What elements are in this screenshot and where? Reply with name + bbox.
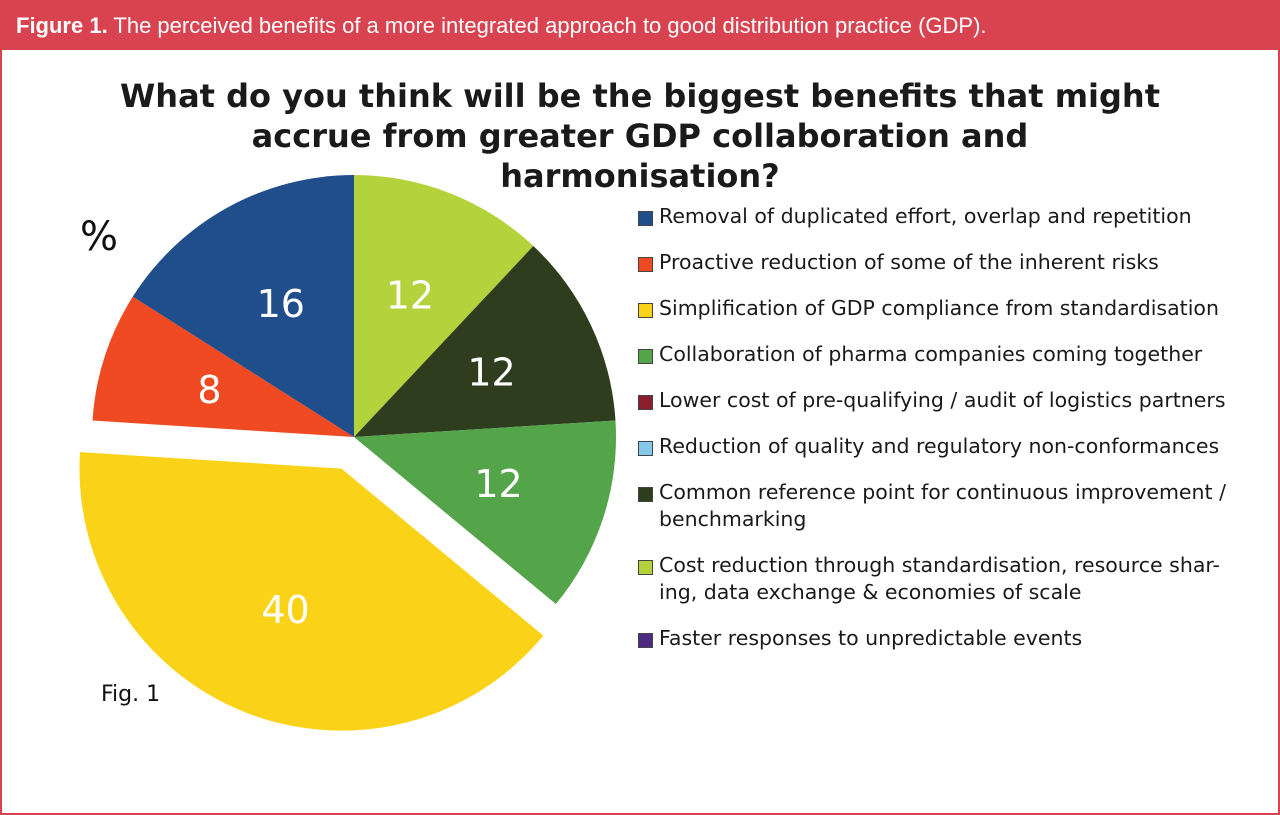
unit-label: % <box>80 214 119 260</box>
legend-label: Removal of duplicated effort, overlap an… <box>659 204 1192 228</box>
legend-label: Proactive reduction of some of the inher… <box>659 250 1159 274</box>
legend-swatch <box>638 349 653 364</box>
legend-label: Simplification of GDP compliance from st… <box>659 296 1219 320</box>
legend-swatch <box>638 211 653 226</box>
pie-slice-0 <box>132 175 354 437</box>
figure-caption-text: The perceived benefits of a more integra… <box>107 13 987 38</box>
legend-swatch <box>638 633 653 648</box>
legend-item: Reduction of quality and regulatory non-… <box>638 433 1258 460</box>
legend-label: Common reference point for continuous im… <box>659 480 1226 531</box>
pie-slice-label-3: 12 <box>474 462 522 506</box>
legend-swatch <box>638 395 653 410</box>
figure-caption-prefix: Figure 1. <box>16 13 108 38</box>
legend-item: Lower cost of pre-qualifying / audit of … <box>638 387 1258 414</box>
fig-label: Fig. 1 <box>101 682 161 707</box>
chart-title-line-1: What do you think will be the biggest be… <box>119 77 1160 115</box>
figure-header-bar: Figure 1. The perceived benefits of a mo… <box>2 2 1278 50</box>
legend-label: Cost reduction through standardisation, … <box>659 553 1220 604</box>
pie-slice-label-7: 12 <box>386 274 434 318</box>
legend-swatch <box>638 487 653 502</box>
legend-label: Reduction of quality and regulatory non-… <box>659 434 1220 458</box>
pie-slice-1 <box>92 296 354 437</box>
legend-item: Removal of duplicated effort, overlap an… <box>638 203 1258 230</box>
legend-item: Collaboration of pharma companies coming… <box>638 341 1258 368</box>
figure-caption: Figure 1. The perceived benefits of a mo… <box>16 13 987 39</box>
legend-label: Faster responses to unpredictable events <box>659 626 1083 650</box>
chart-title-line-2: accrue from greater GDP collaboration an… <box>251 117 1029 195</box>
chart-legend: Removal of duplicated effort, overlap an… <box>638 203 1258 671</box>
pie-slice-3 <box>354 420 616 605</box>
legend-label: Collaboration of pharma companies coming… <box>659 342 1203 366</box>
legend-swatch <box>638 560 653 575</box>
pie-slice-2 <box>79 452 544 731</box>
legend-swatch <box>638 303 653 318</box>
legend-item: Common reference point for continuous im… <box>638 479 1258 533</box>
pie-slice-label-2: 40 <box>261 588 309 632</box>
legend-swatch <box>638 441 653 456</box>
legend-item: Simplification of GDP compliance from st… <box>638 295 1258 322</box>
pie-slice-7 <box>354 175 534 437</box>
legend-item: Faster responses to unpredictable events <box>638 625 1258 652</box>
pie-slice-label-6: 12 <box>467 350 515 394</box>
pie-slice-6 <box>354 246 616 437</box>
legend-swatch <box>638 257 653 272</box>
legend-item: Proactive reduction of some of the inher… <box>638 249 1258 276</box>
pie-slice-label-1: 8 <box>197 368 221 412</box>
legend-label: Lower cost of pre-qualifying / audit of … <box>659 388 1226 412</box>
legend-item: Cost reduction through standardisation, … <box>638 552 1258 606</box>
chart-title: What do you think will be the biggest be… <box>110 76 1170 196</box>
pie-slice-label-0: 16 <box>257 282 305 326</box>
